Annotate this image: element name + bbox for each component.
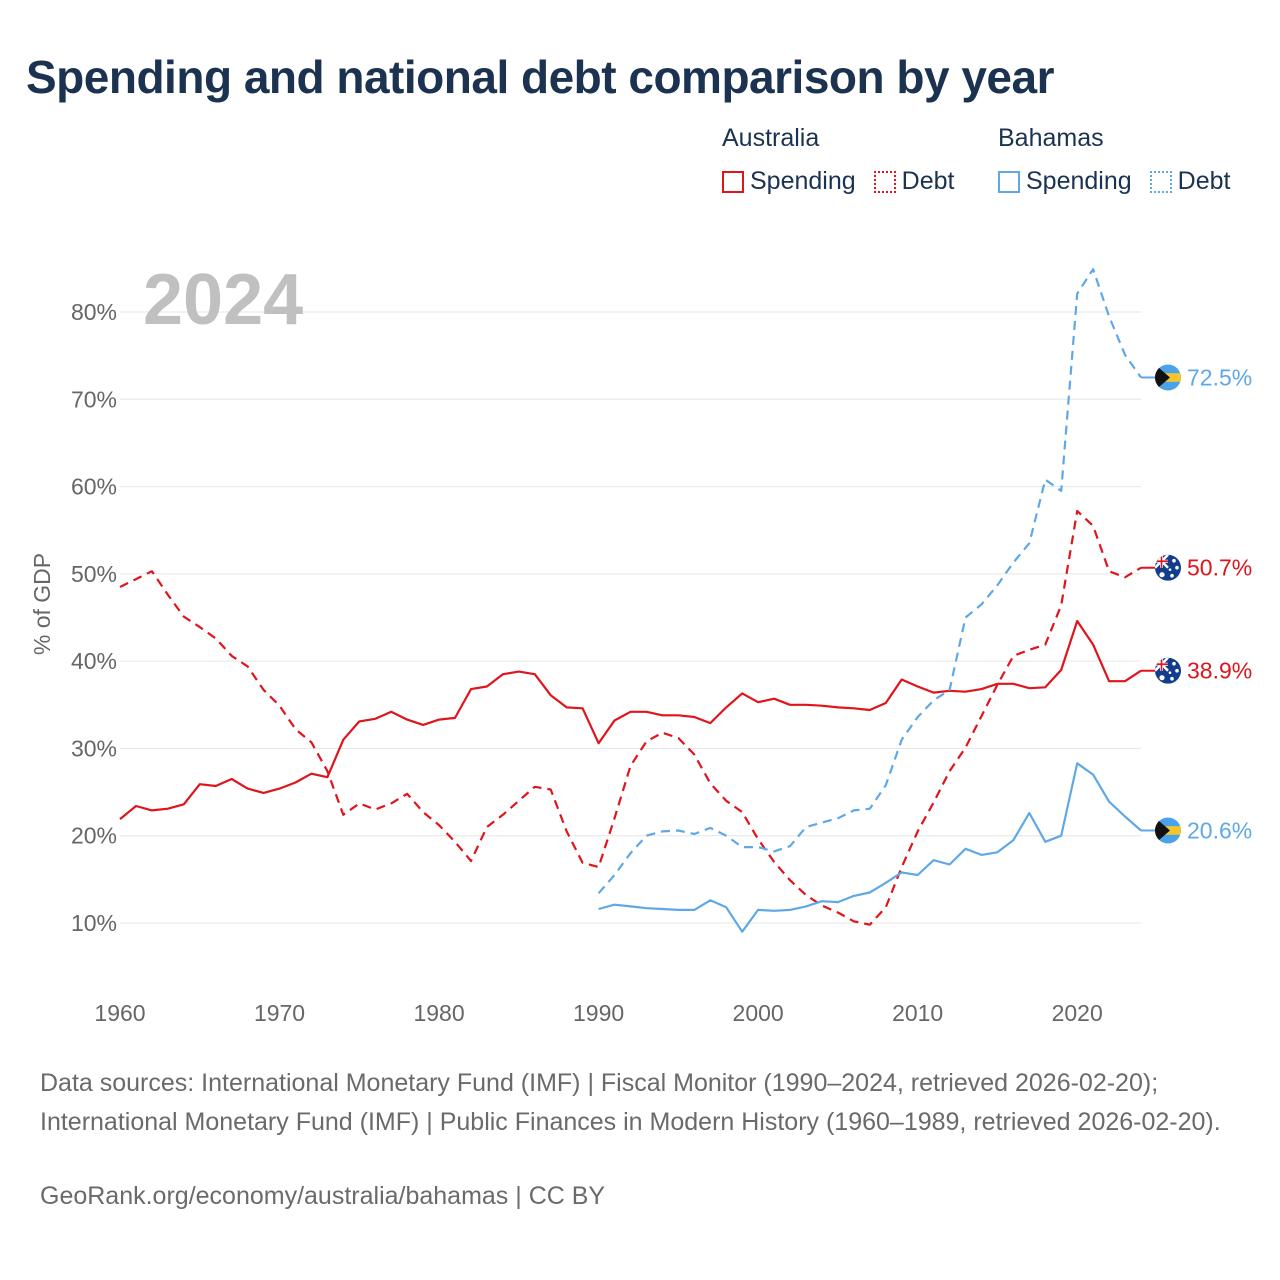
legend-bahamas-spending-label: Spending <box>1026 167 1132 195</box>
legend-bahamas-debt[interactable]: Debt <box>1149 167 1231 196</box>
end-label-bahamas-spending: 20.6% <box>1187 817 1252 843</box>
y-tick-label-20: 20% <box>71 823 117 849</box>
y-tick-label-60: 60% <box>71 474 117 500</box>
series-line-bahamas-debt <box>597 268 1142 895</box>
line-chart: 10% 20% 30% 40% 50% 60% 70% 80% 1960 1970 1980 199… <box>29 260 1252 1026</box>
bahamas-flag-icon <box>1155 364 1181 391</box>
chart-title: Spending and national debt comparison by… <box>26 51 1055 103</box>
bahamas-flag-icon <box>1155 817 1181 844</box>
x-tick-label-1990: 1990 <box>573 1000 624 1026</box>
y-tick-label-80: 80% <box>71 299 117 325</box>
x-axis: 1960 1970 1980 1990 2000 2010 2020 <box>94 1000 1102 1026</box>
data-sources: Data sources: International Monetary Fun… <box>40 1069 1221 1136</box>
end-label-australia-debt: 50.7% <box>1187 555 1252 581</box>
year-label: 2024 <box>143 260 303 340</box>
legend-australia: Australia Spending Debt <box>722 124 972 196</box>
legend-swatch-dotted-blue <box>1149 170 1172 193</box>
x-tick-label-2020: 2020 <box>1052 1000 1103 1026</box>
y-tick-label-30: 30% <box>71 735 117 761</box>
legend-australia-debt-label: Debt <box>901 167 955 195</box>
legend-swatch-dotted-red <box>873 170 896 193</box>
legend-australia-spending-label: Spending <box>750 167 856 195</box>
end-label-australia-spending: 38.9% <box>1187 658 1252 684</box>
legend-bahamas-debt-label: Debt <box>1177 167 1231 195</box>
australia-flag-icon <box>1155 554 1181 581</box>
legend-swatch-solid-red <box>722 170 744 193</box>
y-axis-label: % of GDP <box>29 553 55 655</box>
x-tick-label-2000: 2000 <box>733 1000 784 1026</box>
series-line-australia-spending <box>119 619 1142 820</box>
legend-bahamas-spending[interactable]: Spending <box>998 167 1132 196</box>
end-label-bahamas-debt: 72.5% <box>1187 364 1252 390</box>
x-tick-label-2010: 2010 <box>892 1000 943 1026</box>
credit-link[interactable]: GeoRank.org/economy/australia/bahamas | … <box>40 1182 606 1210</box>
legend-australia-title: Australia <box>722 124 820 152</box>
series-line-australia-debt <box>119 509 1142 926</box>
y-tick-label-10: 10% <box>71 910 117 936</box>
australia-flag-icon <box>1155 657 1181 684</box>
y-tick-label-70: 70% <box>71 386 117 412</box>
y-tick-label-40: 40% <box>71 648 117 674</box>
legend-australia-debt[interactable]: Debt <box>873 167 955 196</box>
legend-bahamas: Bahamas Spending Debt <box>998 124 1230 196</box>
legend-swatch-solid-blue <box>998 170 1020 193</box>
legend-bahamas-title: Bahamas <box>998 124 1104 152</box>
legend-australia-spending[interactable]: Spending <box>722 167 856 196</box>
x-tick-label-1960: 1960 <box>94 1000 145 1026</box>
series <box>119 268 1142 933</box>
end-markers: 38.9% 50.7% 20.6% 72.5% <box>1141 364 1252 844</box>
x-tick-label-1980: 1980 <box>413 1000 464 1026</box>
y-tick-label-50: 50% <box>71 561 117 587</box>
series-line-bahamas-spending <box>598 762 1142 933</box>
y-axis: 10% 20% 30% 40% 50% 60% 70% 80% <box>71 299 117 936</box>
x-tick-label-1970: 1970 <box>254 1000 305 1026</box>
gridlines <box>120 311 1141 924</box>
